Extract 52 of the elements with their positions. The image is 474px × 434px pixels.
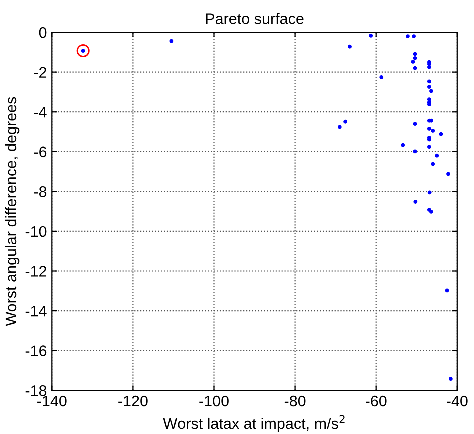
point	[338, 125, 342, 130]
point	[427, 65, 432, 70]
point	[170, 39, 174, 44]
point	[412, 34, 416, 38]
x-tick-label: -140	[38, 396, 67, 407]
point	[430, 210, 434, 214]
x-tick-label: -40	[447, 396, 468, 407]
point	[411, 60, 416, 64]
point	[430, 89, 434, 94]
point	[369, 34, 374, 38]
y-tick-label: -14	[26, 306, 47, 317]
point	[413, 52, 418, 56]
point	[344, 120, 348, 124]
point	[431, 129, 436, 133]
point	[448, 377, 453, 382]
point	[439, 132, 444, 136]
x-axis-title: Worst latax at impact, m/s$^{2}$	[163, 415, 345, 432]
point	[413, 66, 418, 70]
x-tick-label: -60	[366, 396, 387, 407]
chart-title: Pareto surface	[206, 13, 304, 24]
point	[435, 154, 440, 158]
point	[427, 85, 432, 90]
point	[413, 122, 418, 126]
point	[348, 44, 352, 49]
point	[401, 143, 406, 148]
y-tick-label: -10	[26, 226, 47, 238]
y-tick-label: -8	[34, 186, 47, 198]
point	[430, 118, 434, 123]
point	[428, 190, 432, 195]
point	[427, 127, 432, 131]
point	[413, 56, 418, 60]
y-tick-label: 0	[39, 27, 47, 38]
point	[413, 150, 418, 154]
y-tick-label: -12	[26, 266, 47, 277]
y-tick-label: -4	[34, 107, 47, 118]
x-tick-label: -120	[118, 396, 148, 407]
point	[427, 80, 432, 84]
y-tick-label: -2	[34, 67, 47, 78]
point	[446, 172, 450, 176]
y-axis-title: Worst angular difference, degrees	[5, 97, 20, 326]
point	[76, 44, 90, 58]
point	[380, 76, 384, 80]
y-tick-label: -18	[26, 385, 47, 396]
point	[431, 162, 436, 166]
y-tick-label: -6	[34, 146, 47, 158]
y-tick-label: -16	[26, 346, 47, 357]
point	[445, 288, 450, 293]
point	[427, 145, 432, 150]
point	[406, 34, 410, 38]
x-tick-label: -100	[200, 396, 229, 407]
x-tick-label: -80	[284, 396, 306, 407]
point	[414, 200, 418, 204]
